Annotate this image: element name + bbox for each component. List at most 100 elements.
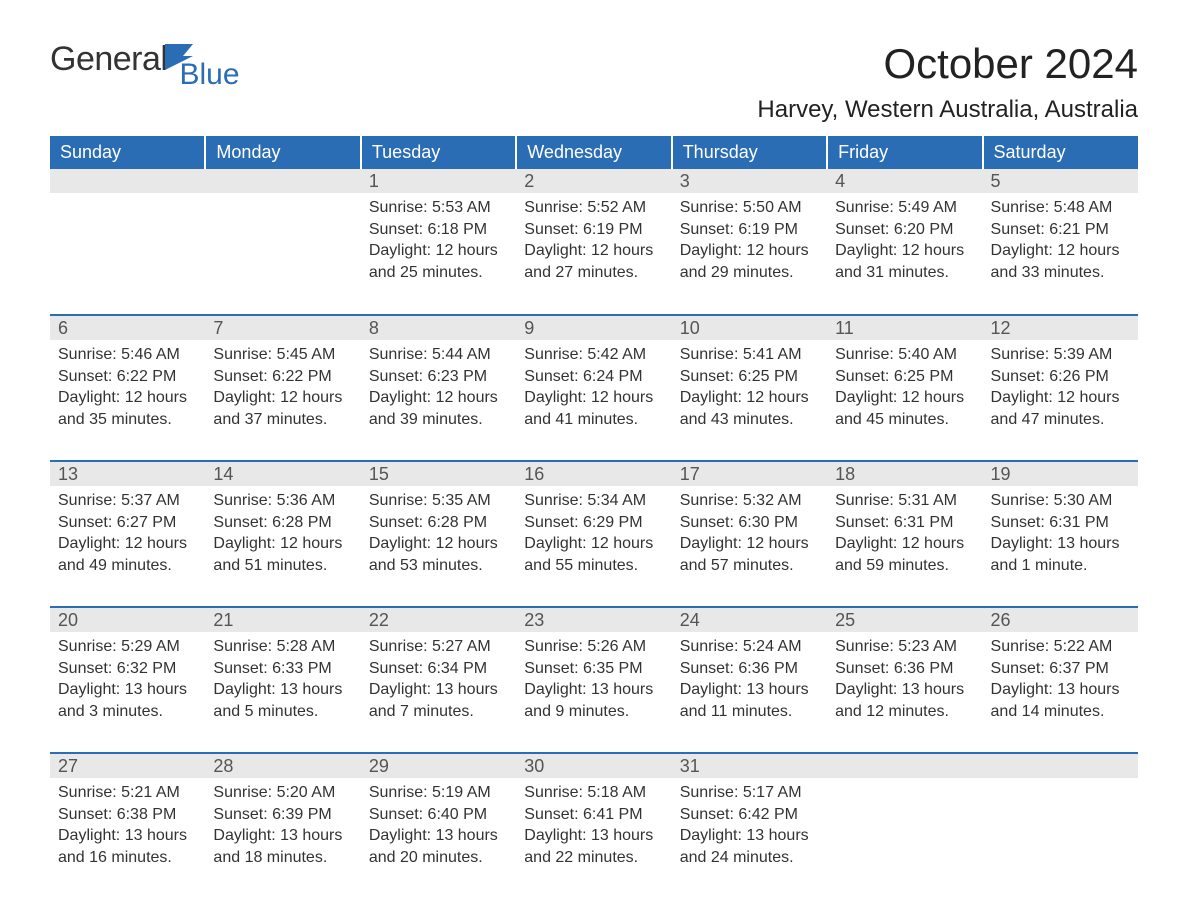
day-body	[827, 778, 982, 790]
weekday-header: Tuesday	[361, 136, 516, 169]
day-body: Sunrise: 5:28 AMSunset: 6:33 PMDaylight:…	[205, 632, 360, 730]
calendar-week-row: 20Sunrise: 5:29 AMSunset: 6:32 PMDayligh…	[50, 607, 1138, 753]
calendar-day-cell: 11Sunrise: 5:40 AMSunset: 6:25 PMDayligh…	[827, 315, 982, 461]
calendar-day-cell: 14Sunrise: 5:36 AMSunset: 6:28 PMDayligh…	[205, 461, 360, 607]
day-number: 13	[50, 462, 205, 486]
calendar-day-cell: 30Sunrise: 5:18 AMSunset: 6:41 PMDayligh…	[516, 753, 671, 899]
sunrise-line: Sunrise: 5:49 AM	[835, 197, 974, 219]
sunset-line: Sunset: 6:28 PM	[369, 512, 508, 534]
day-number: 6	[50, 316, 205, 340]
calendar-day-cell: 3Sunrise: 5:50 AMSunset: 6:19 PMDaylight…	[672, 169, 827, 315]
daylight-line: Daylight: 13 hours and 9 minutes.	[524, 679, 663, 722]
sunrise-line: Sunrise: 5:42 AM	[524, 344, 663, 366]
calendar-day-cell: 25Sunrise: 5:23 AMSunset: 6:36 PMDayligh…	[827, 607, 982, 753]
sunset-line: Sunset: 6:22 PM	[213, 366, 352, 388]
calendar-day-cell: 22Sunrise: 5:27 AMSunset: 6:34 PMDayligh…	[361, 607, 516, 753]
day-number: 8	[361, 316, 516, 340]
daylight-line: Daylight: 12 hours and 47 minutes.	[991, 387, 1130, 430]
calendar-day-cell: 20Sunrise: 5:29 AMSunset: 6:32 PMDayligh…	[50, 607, 205, 753]
sunrise-line: Sunrise: 5:29 AM	[58, 636, 197, 658]
sunrise-line: Sunrise: 5:44 AM	[369, 344, 508, 366]
calendar-day-cell: 13Sunrise: 5:37 AMSunset: 6:27 PMDayligh…	[50, 461, 205, 607]
calendar-day-cell: 15Sunrise: 5:35 AMSunset: 6:28 PMDayligh…	[361, 461, 516, 607]
day-number	[827, 754, 982, 778]
sunrise-line: Sunrise: 5:23 AM	[835, 636, 974, 658]
calendar-day-cell: 5Sunrise: 5:48 AMSunset: 6:21 PMDaylight…	[983, 169, 1138, 315]
sunset-line: Sunset: 6:38 PM	[58, 804, 197, 826]
sunrise-line: Sunrise: 5:36 AM	[213, 490, 352, 512]
day-number: 2	[516, 169, 671, 193]
day-number	[983, 754, 1138, 778]
calendar-day-cell: 23Sunrise: 5:26 AMSunset: 6:35 PMDayligh…	[516, 607, 671, 753]
day-number: 21	[205, 608, 360, 632]
page-header: General Blue October 2024 Harvey, Wester…	[50, 40, 1138, 124]
calendar-day-cell	[205, 169, 360, 315]
weekday-header: Friday	[827, 136, 982, 169]
daylight-line: Daylight: 12 hours and 51 minutes.	[213, 533, 352, 576]
day-number: 5	[983, 169, 1138, 193]
day-body: Sunrise: 5:53 AMSunset: 6:18 PMDaylight:…	[361, 193, 516, 291]
day-body: Sunrise: 5:39 AMSunset: 6:26 PMDaylight:…	[983, 340, 1138, 438]
day-number: 27	[50, 754, 205, 778]
day-body: Sunrise: 5:52 AMSunset: 6:19 PMDaylight:…	[516, 193, 671, 291]
weekday-header: Sunday	[50, 136, 205, 169]
day-body: Sunrise: 5:18 AMSunset: 6:41 PMDaylight:…	[516, 778, 671, 876]
day-number: 23	[516, 608, 671, 632]
day-body: Sunrise: 5:41 AMSunset: 6:25 PMDaylight:…	[672, 340, 827, 438]
sunrise-line: Sunrise: 5:52 AM	[524, 197, 663, 219]
day-number: 14	[205, 462, 360, 486]
daylight-line: Daylight: 12 hours and 33 minutes.	[991, 240, 1130, 283]
day-number: 11	[827, 316, 982, 340]
daylight-line: Daylight: 13 hours and 14 minutes.	[991, 679, 1130, 722]
daylight-line: Daylight: 13 hours and 1 minute.	[991, 533, 1130, 576]
sunset-line: Sunset: 6:32 PM	[58, 658, 197, 680]
sunset-line: Sunset: 6:40 PM	[369, 804, 508, 826]
day-body: Sunrise: 5:32 AMSunset: 6:30 PMDaylight:…	[672, 486, 827, 584]
day-body	[50, 193, 205, 205]
day-number: 4	[827, 169, 982, 193]
title-block: October 2024 Harvey, Western Australia, …	[757, 40, 1138, 124]
sunrise-line: Sunrise: 5:35 AM	[369, 490, 508, 512]
sunset-line: Sunset: 6:24 PM	[524, 366, 663, 388]
daylight-line: Daylight: 12 hours and 55 minutes.	[524, 533, 663, 576]
sunrise-line: Sunrise: 5:48 AM	[991, 197, 1130, 219]
sunset-line: Sunset: 6:31 PM	[991, 512, 1130, 534]
calendar-day-cell: 19Sunrise: 5:30 AMSunset: 6:31 PMDayligh…	[983, 461, 1138, 607]
day-number: 15	[361, 462, 516, 486]
sunset-line: Sunset: 6:27 PM	[58, 512, 197, 534]
sunrise-line: Sunrise: 5:34 AM	[524, 490, 663, 512]
daylight-line: Daylight: 12 hours and 59 minutes.	[835, 533, 974, 576]
day-body: Sunrise: 5:45 AMSunset: 6:22 PMDaylight:…	[205, 340, 360, 438]
calendar-week-row: 27Sunrise: 5:21 AMSunset: 6:38 PMDayligh…	[50, 753, 1138, 899]
day-number: 31	[672, 754, 827, 778]
daylight-line: Daylight: 13 hours and 11 minutes.	[680, 679, 819, 722]
calendar-day-cell: 27Sunrise: 5:21 AMSunset: 6:38 PMDayligh…	[50, 753, 205, 899]
daylight-line: Daylight: 13 hours and 16 minutes.	[58, 825, 197, 868]
calendar-day-cell: 17Sunrise: 5:32 AMSunset: 6:30 PMDayligh…	[672, 461, 827, 607]
day-number: 3	[672, 169, 827, 193]
sunrise-line: Sunrise: 5:40 AM	[835, 344, 974, 366]
sunset-line: Sunset: 6:35 PM	[524, 658, 663, 680]
day-number: 24	[672, 608, 827, 632]
daylight-line: Daylight: 12 hours and 41 minutes.	[524, 387, 663, 430]
sunset-line: Sunset: 6:34 PM	[369, 658, 508, 680]
sunset-line: Sunset: 6:25 PM	[680, 366, 819, 388]
day-body: Sunrise: 5:44 AMSunset: 6:23 PMDaylight:…	[361, 340, 516, 438]
day-body	[205, 193, 360, 205]
weekday-header: Saturday	[983, 136, 1138, 169]
daylight-line: Daylight: 13 hours and 24 minutes.	[680, 825, 819, 868]
sunrise-line: Sunrise: 5:27 AM	[369, 636, 508, 658]
sunrise-line: Sunrise: 5:28 AM	[213, 636, 352, 658]
sunset-line: Sunset: 6:31 PM	[835, 512, 974, 534]
day-number: 9	[516, 316, 671, 340]
day-body: Sunrise: 5:27 AMSunset: 6:34 PMDaylight:…	[361, 632, 516, 730]
sunset-line: Sunset: 6:26 PM	[991, 366, 1130, 388]
daylight-line: Daylight: 12 hours and 49 minutes.	[58, 533, 197, 576]
day-number: 28	[205, 754, 360, 778]
sunset-line: Sunset: 6:25 PM	[835, 366, 974, 388]
calendar-table: Sunday Monday Tuesday Wednesday Thursday…	[50, 136, 1138, 899]
calendar-day-cell: 10Sunrise: 5:41 AMSunset: 6:25 PMDayligh…	[672, 315, 827, 461]
sunrise-line: Sunrise: 5:18 AM	[524, 782, 663, 804]
location-subtitle: Harvey, Western Australia, Australia	[757, 96, 1138, 124]
daylight-line: Daylight: 12 hours and 57 minutes.	[680, 533, 819, 576]
